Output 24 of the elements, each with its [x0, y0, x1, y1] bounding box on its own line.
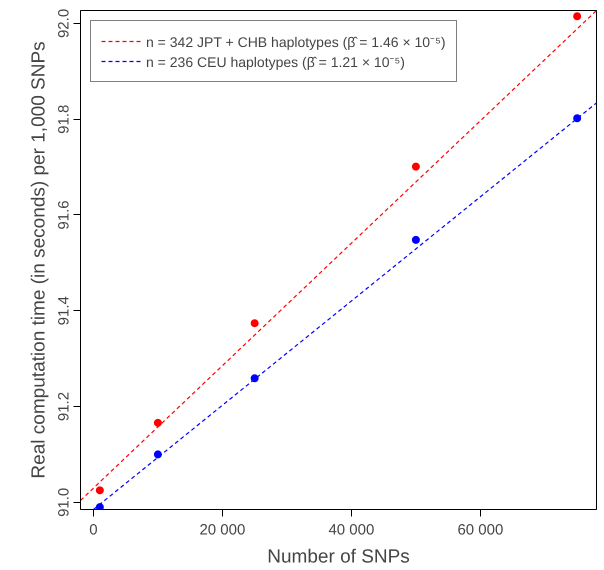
y-tick-label: 91.8	[56, 104, 72, 134]
x-tick-label: 60 000	[457, 522, 504, 538]
point	[96, 486, 104, 494]
point	[573, 12, 582, 20]
point	[573, 114, 582, 122]
x-tick-label: 40 000	[328, 522, 374, 538]
point	[412, 162, 420, 171]
y-tick-label: 91.0	[56, 488, 72, 517]
point	[96, 503, 104, 510]
y-tick-label: 91.2	[56, 392, 72, 422]
legend-label: n = 342 JPT + CHB haplotypes (β̂ = 1.46 × 10⁻⁵)	[146, 32, 446, 50]
x-axis-title: Number of SNPs	[267, 546, 410, 568]
x-tick-label: 20 000	[199, 522, 246, 538]
point	[412, 236, 420, 244]
point	[250, 319, 259, 328]
point	[250, 374, 259, 382]
y-tick-label: 91.6	[56, 200, 72, 230]
legend-label: n = 236 CEU haplotypes (β̂ = 1.21 × 10⁻⁵)	[146, 52, 405, 70]
y-tick-label: 91.4	[56, 296, 72, 326]
point	[154, 418, 162, 427]
y-tick-label: 92.0	[56, 8, 72, 38]
x-tick-label: 0	[89, 522, 98, 538]
y-axis-title: Real computation time (in seconds) per 1,000 SNPs	[28, 41, 50, 479]
point	[154, 450, 162, 458]
